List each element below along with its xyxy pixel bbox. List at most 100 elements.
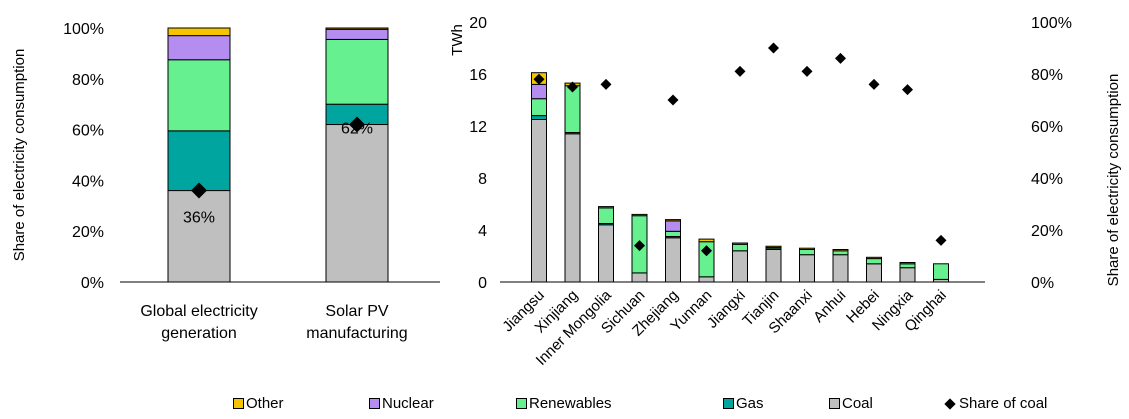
share-of-coal-marker (734, 65, 746, 77)
y-tick-label: 12 (469, 119, 487, 136)
bar-segment-coal (732, 250, 748, 283)
share-of-coal-marker (935, 234, 947, 246)
legend-swatch (369, 398, 380, 409)
bar-segment-renewables (866, 258, 882, 265)
bar-segment-renewables (832, 250, 849, 256)
share-of-coal-marker (634, 240, 645, 252)
y-tick-label: 100% (63, 21, 104, 38)
bar-segment-nuclear (167, 35, 231, 61)
legend-item-nuclear: Nuclear (369, 395, 434, 412)
legend-label: Other (246, 395, 284, 412)
x-tick-label: Jiangxi (704, 287, 749, 332)
bar-segment-other (866, 256, 882, 260)
bar-segment-renewables (933, 263, 949, 280)
bar-segment-coal (698, 276, 715, 283)
y2-tick-label: 0% (1031, 275, 1054, 292)
chart-legend: Other Nuclear Renewables Gas Coal Share of co… (0, 395, 1129, 417)
bar-segment-other (598, 206, 614, 209)
bar-segment-other (698, 238, 715, 243)
bar-segment-other (167, 27, 231, 37)
data-label: 62% (341, 121, 373, 138)
legend-label: Renewables (529, 395, 612, 412)
bar-segment-coal (832, 254, 849, 283)
bar-segment-renewables (598, 207, 614, 224)
bar-segment-coal (631, 272, 648, 283)
bar-segment-renewables (564, 85, 581, 133)
share-of-coal-marker (667, 94, 679, 106)
chart-canvas: 0%20%40%60%80%100%Share of electricity c… (11, 15, 1122, 369)
legend-label: Gas (736, 395, 764, 412)
share-of-coal-marker (533, 73, 545, 85)
bar-segment-other (799, 247, 815, 250)
bar-segment-coal (665, 237, 681, 283)
bar-segment-nuclear (325, 28, 389, 40)
legend-label: Share of coal (959, 395, 1048, 412)
share-of-coal-marker (902, 84, 913, 96)
bar-segment-coal (325, 124, 389, 283)
y2-tick-label: 60% (1031, 119, 1063, 136)
y-axis-label: TWh (449, 24, 466, 56)
share-of-coal-marker (835, 52, 846, 64)
bar-segment-renewables (799, 249, 815, 256)
bar-segment-other (765, 245, 782, 249)
bar-segment-coal (899, 267, 916, 283)
bar-segment-renewables (899, 263, 916, 269)
bar-segment-coal (765, 249, 782, 283)
y-tick-label: 20 (469, 15, 487, 32)
bar-segment-other (832, 249, 849, 252)
legend-item-other: Other (233, 395, 284, 412)
x-tick-label: generation (161, 325, 237, 342)
y-tick-label: 0% (81, 275, 104, 292)
y2-axis-label: Share of electricity consumption (1105, 74, 1122, 287)
legend-diamond-marker (944, 397, 956, 410)
bar-segment-coal (799, 254, 815, 283)
left-panel-chart: 0% 20% 40% 60% 80% 100% Share of electricity c… (11, 21, 440, 342)
y2-tick-label: 20% (1031, 223, 1063, 240)
legend-item-share-of-coal: Share of coal (944, 395, 1047, 412)
legend-swatch (233, 398, 244, 409)
bar-segment-renewables (732, 243, 748, 252)
legend-swatch (723, 398, 734, 409)
bar-segment-renewables (665, 230, 681, 238)
y2-tick-label: 40% (1031, 171, 1063, 188)
y-tick-label: 80% (72, 72, 104, 89)
bar-segment-other (732, 242, 748, 245)
legend-item-gas: Gas (723, 395, 764, 412)
y-tick-label: 40% (72, 173, 104, 190)
bar-segment-coal (531, 119, 547, 283)
bar-segment-other (899, 262, 916, 265)
share-of-coal-marker (600, 78, 612, 90)
x-tick-label: manufacturing (306, 325, 407, 342)
y-tick-label: 0 (478, 275, 487, 292)
y-tick-label: 16 (469, 67, 487, 84)
legend-swatch (829, 398, 840, 409)
share-of-coal-marker (801, 65, 813, 77)
bar-segment-renewables (167, 59, 231, 132)
x-tick-label: Global electricity (140, 303, 257, 320)
legend-label: Coal (842, 395, 873, 412)
y-tick-label: 4 (478, 223, 487, 240)
legend-item-coal: Coal (829, 395, 873, 412)
bar-segment-gas (531, 115, 547, 120)
share-of-coal-marker (567, 81, 578, 93)
share-of-coal-marker (191, 182, 207, 199)
bar-segment-coal (564, 133, 581, 283)
share-of-coal-marker (701, 245, 712, 257)
data-label: 36% (183, 210, 215, 227)
y2-tick-label: 100% (1031, 15, 1072, 32)
y-tick-label: 20% (72, 224, 104, 241)
legend-label: Nuclear (382, 395, 434, 412)
bar-segment-gas (167, 130, 231, 192)
bar-segment-renewables (531, 98, 547, 117)
bar-segment-other (325, 27, 389, 30)
bar-segment-other (665, 219, 681, 222)
bar-segment-nuclear (531, 83, 547, 100)
bar-segment-renewables (325, 38, 389, 105)
y-tick-label: 60% (72, 123, 104, 140)
share-of-coal-marker (768, 42, 779, 54)
legend-swatch (516, 398, 527, 409)
right-panel-chart: 0 4 8 12 16 20 0% 20% 40% 60% 80% 100% TWh Share of e… (449, 15, 1122, 369)
legend-item-renewables: Renewables (516, 395, 612, 412)
x-tick-label: Solar PV (325, 303, 388, 320)
